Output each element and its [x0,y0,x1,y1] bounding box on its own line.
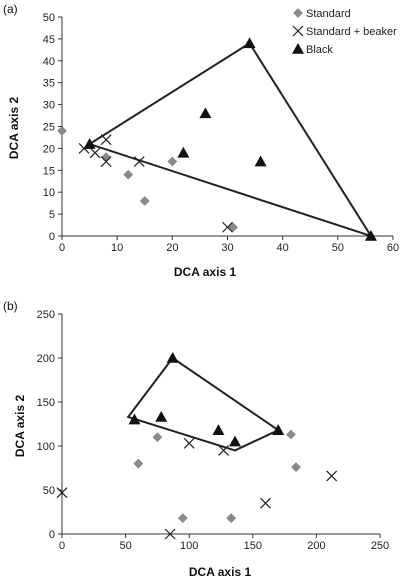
point-black [166,352,179,363]
black-group-hull [87,41,374,238]
y-tick-label: 100 [37,441,55,453]
point-standard-beaker [183,437,195,449]
point-black [155,410,168,422]
y-tick-label: 150 [37,397,55,409]
point-standard [226,513,237,524]
y-tick-label: 25 [43,122,55,134]
point-black [228,435,241,447]
point-standard-beaker [100,156,112,167]
legend-entry-standard: Standard [306,8,351,20]
point-standard-beaker [133,156,145,167]
y-axis-label-b: DCA axis 2 [13,395,27,458]
point-standard-beaker [56,487,68,499]
y-tick-label: 30 [43,100,55,112]
panel-a: (a) DCA axis 1 DCA axis 2 Standard Stand… [3,2,399,279]
point-black [364,230,377,241]
legend-marker-black [292,43,304,54]
point-standard [57,125,67,136]
x-tick-label: 0 [59,242,65,254]
point-standard [291,462,301,473]
y-axis-label-a: DCA axis 2 [7,97,21,160]
y-tick-label: 20 [43,143,55,155]
point-standard [133,458,144,469]
point-black [83,138,96,149]
y-tick-label: 35 [43,78,55,90]
y-tick-label: 5 [49,209,55,221]
y-tick-label: 0 [49,529,55,541]
y-tick-label: 45 [43,34,55,46]
y-tick-label: 200 [37,353,55,365]
point-black [128,413,141,425]
legend-entry-black: Black [306,44,333,56]
black-group-hull [126,356,281,452]
point-standard [139,196,150,206]
point-standard-beaker [260,497,271,509]
point-standard-beaker [326,470,338,482]
point-standard [177,513,188,524]
point-standard-beaker [89,147,101,159]
x-tick-label: 50 [119,540,131,552]
y-tick-label: 250 [37,309,55,321]
x-axis-label-b: DCA axis 1 [189,565,252,579]
point-standard-beaker [100,134,112,146]
x-tick-label: 0 [59,540,65,552]
point-black [254,155,267,167]
x-tick-label: 10 [111,242,123,254]
point-black [212,424,225,435]
point-black [177,146,190,158]
point-black [243,37,256,49]
legend-marker-standard-beaker [292,25,304,37]
x-tick-label: 30 [221,242,233,254]
y-tick-label: 15 [43,165,55,177]
point-standard-beaker [222,221,233,233]
x-tick-label: 20 [166,242,178,254]
point-standard [286,429,296,440]
legend-entry-standard-beaker: Standard + beaker [306,26,397,38]
x-tick-label: 200 [307,540,325,552]
point-standard [167,156,178,167]
y-tick-label: 10 [43,187,55,199]
legend-marker-standard [293,8,303,18]
x-axis-label-a: DCA axis 1 [174,265,237,279]
point-black [272,424,285,435]
point-standard-beaker [218,444,229,456]
point-standard [152,432,163,443]
point-standard [123,169,134,180]
point-standard-beaker [164,528,176,540]
point-black [199,107,212,119]
x-tick-label: 150 [244,540,262,552]
legend-a: Standard Standard + beaker Black [306,8,397,56]
y-tick-label: 40 [43,56,55,68]
x-tick-label: 60 [387,242,399,254]
point-standard [101,152,112,163]
panel-label-b: (b) [3,299,18,313]
panel-label-a: (a) [3,2,18,16]
x-tick-label: 40 [277,242,289,254]
y-tick-label: 50 [43,12,55,24]
point-standard [228,222,238,233]
x-tick-label: 100 [180,540,198,552]
y-tick-label: 0 [49,231,55,243]
y-tick-label: 50 [43,485,55,497]
x-tick-label: 50 [332,242,344,254]
x-tick-label: 250 [371,540,389,552]
panel-b: (b) DCA axis 1 DCA axis 2 0 50 100 150 200 25… [3,299,389,579]
